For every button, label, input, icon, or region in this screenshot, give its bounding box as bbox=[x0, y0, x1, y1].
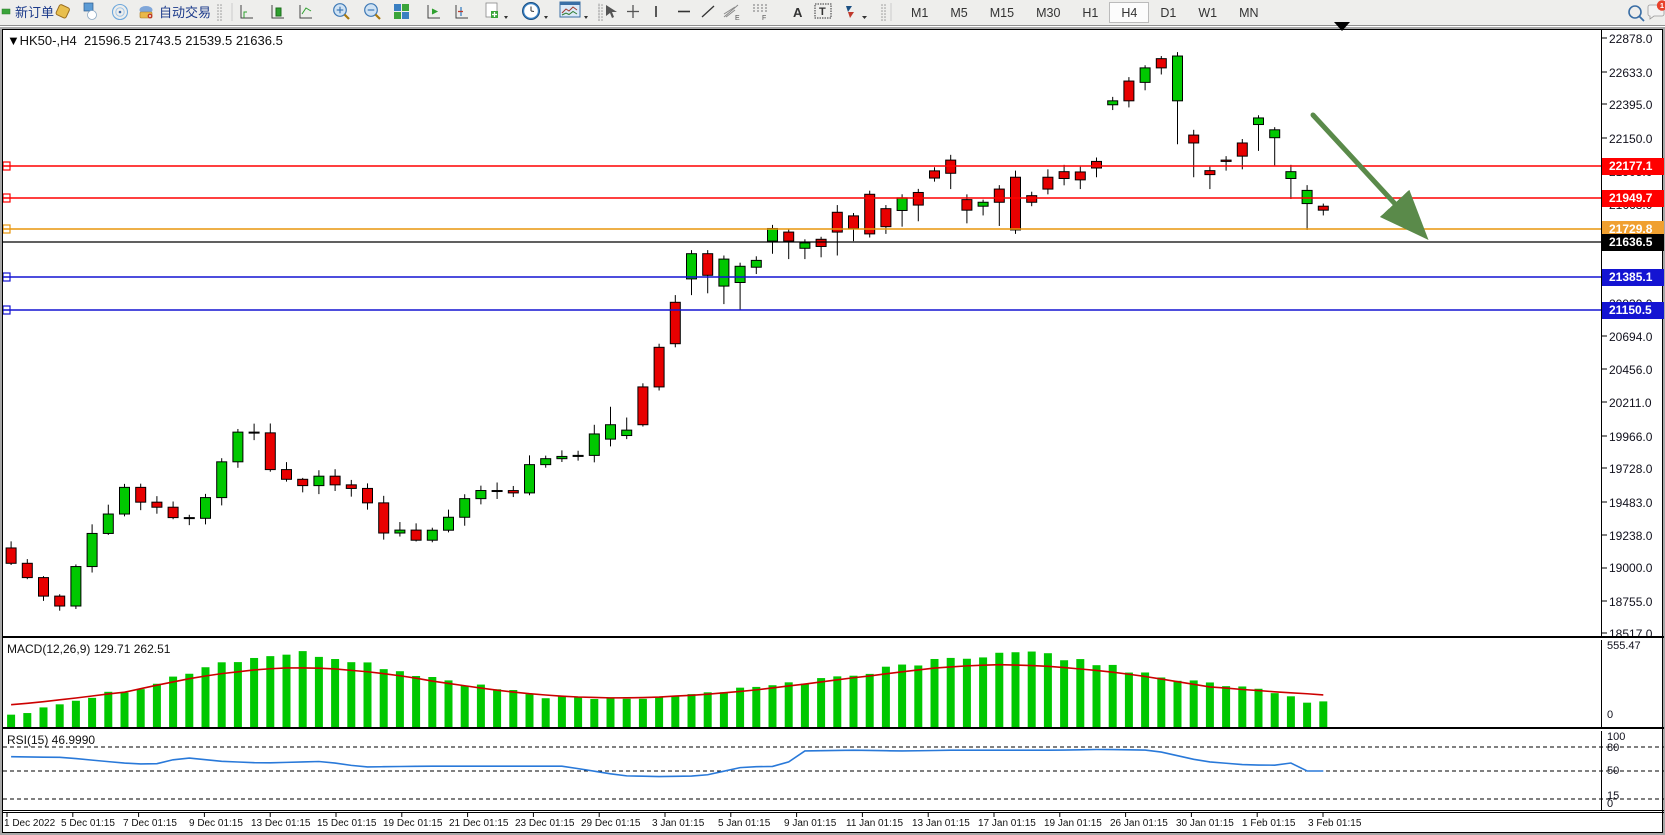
svg-text:A: A bbox=[793, 5, 803, 20]
svg-text:E: E bbox=[735, 15, 740, 22]
svg-text:F: F bbox=[762, 15, 766, 22]
svg-text:自动交易: 自动交易 bbox=[159, 2, 211, 21]
svg-text:T: T bbox=[819, 6, 826, 18]
svg-text:新订单: 新订单 bbox=[15, 2, 54, 21]
svg-text:1: 1 bbox=[1660, 1, 1664, 10]
